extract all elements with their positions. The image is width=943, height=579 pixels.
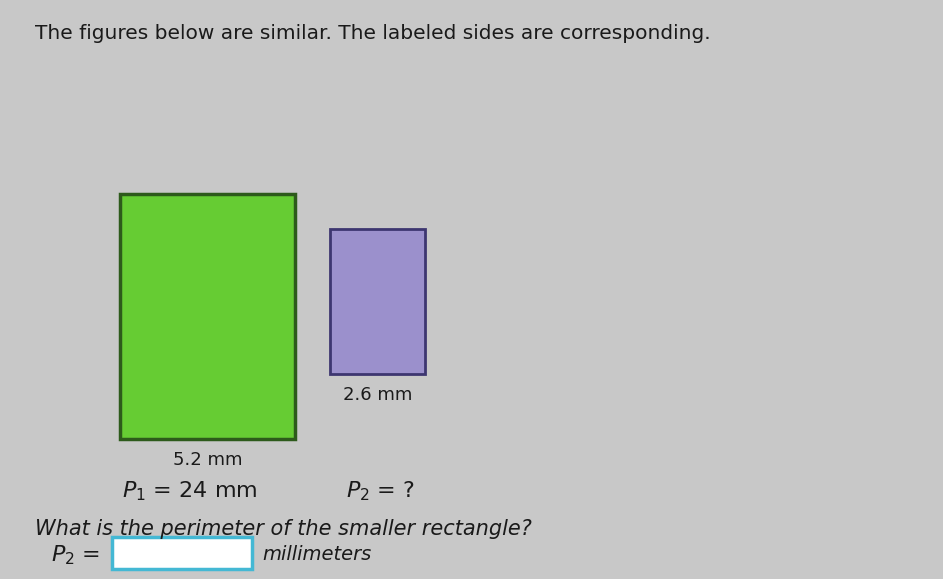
Text: 5.2 mm: 5.2 mm xyxy=(174,451,242,469)
Bar xyxy=(330,229,425,374)
Bar xyxy=(112,537,252,569)
Text: What is the perimeter of the smaller rectangle?: What is the perimeter of the smaller rec… xyxy=(35,519,532,539)
Bar xyxy=(120,194,295,439)
Text: The figures below are similar. The labeled sides are corresponding.: The figures below are similar. The label… xyxy=(35,24,711,43)
Text: millimeters: millimeters xyxy=(262,545,372,565)
Text: 2.6 mm: 2.6 mm xyxy=(343,386,413,404)
Text: $P_1$ = 24 mm: $P_1$ = 24 mm xyxy=(123,479,257,503)
Text: $P_2$ = ?: $P_2$ = ? xyxy=(345,479,415,503)
Text: $P_2$ =: $P_2$ = xyxy=(51,543,100,567)
